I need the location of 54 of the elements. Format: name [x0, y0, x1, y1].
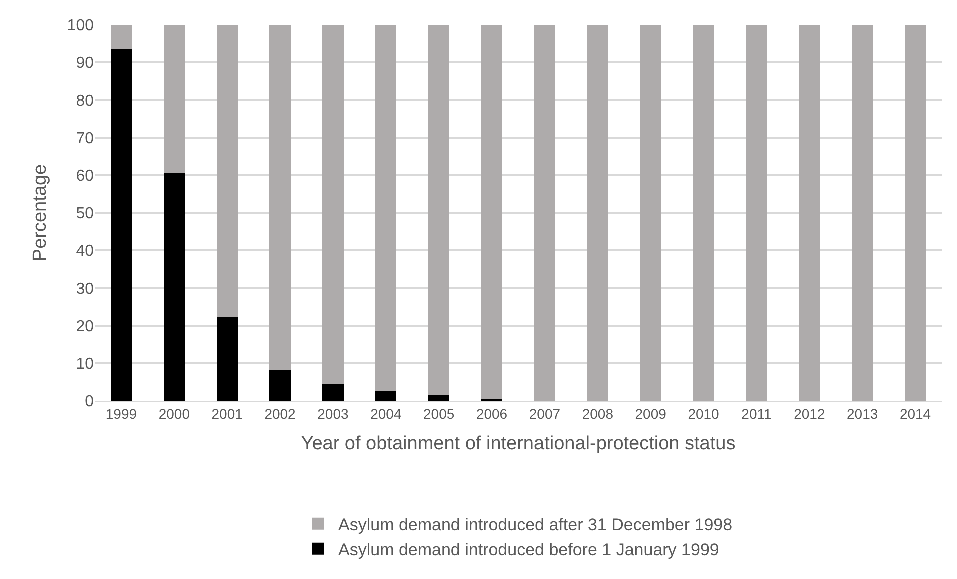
x-tick-label: 2001 — [212, 406, 244, 422]
x-tick-label: 2010 — [688, 406, 720, 422]
bar — [216, 318, 238, 401]
bar — [216, 25, 238, 318]
y-tick-label: 60 — [76, 168, 94, 185]
x-tick-label: 2006 — [476, 406, 508, 422]
y-tick-label: 40 — [76, 243, 94, 260]
bar — [376, 25, 397, 392]
bar — [270, 25, 291, 371]
bar — [746, 25, 768, 401]
bar — [164, 25, 185, 174]
x-tick-label: 2012 — [794, 406, 826, 422]
y-tick-label: 70 — [76, 130, 94, 148]
x-tick-label: 2007 — [529, 406, 561, 422]
y-tick-label: 0 — [85, 394, 94, 411]
x-tick-label: 1999 — [106, 406, 138, 422]
bar — [322, 384, 344, 401]
y-tick-label: 90 — [76, 55, 94, 72]
legend-label: Asylum demand introduced before 1 January 1999 — [338, 540, 720, 560]
y-tick-label: 20 — [76, 318, 94, 336]
bar — [693, 25, 714, 401]
bar — [904, 25, 926, 401]
x-tick-label: 2003 — [318, 406, 349, 422]
x-tick-label: 2009 — [635, 406, 667, 422]
bar — [587, 25, 608, 401]
x-tick-label: 2004 — [370, 406, 402, 422]
y-tick-label: 100 — [67, 18, 94, 35]
bar — [534, 25, 556, 401]
x-tick-label: 2011 — [742, 406, 772, 422]
x-tick-label: 2005 — [424, 406, 455, 422]
x-tick-label: 2013 — [847, 406, 878, 422]
y-tick-label: 80 — [76, 92, 94, 110]
bar — [852, 25, 874, 401]
bar — [110, 25, 132, 50]
bar — [270, 370, 291, 401]
y-tick-label: 10 — [76, 356, 94, 373]
bar — [481, 25, 503, 400]
y-tick-label: 50 — [76, 206, 94, 223]
bar — [799, 25, 820, 401]
x-axis-title: Year of obtainment of international-protection status — [301, 434, 736, 455]
bar — [110, 49, 132, 401]
bar — [164, 173, 185, 401]
x-tick-label: 2014 — [900, 406, 932, 422]
x-tick-label: 2002 — [264, 406, 296, 422]
bar — [428, 25, 450, 396]
x-tick-label: 2000 — [158, 406, 190, 422]
bar — [640, 25, 662, 401]
legend-label: Asylum demand introduced after 31 December 1998 — [338, 515, 733, 534]
y-tick-label: 30 — [76, 280, 94, 298]
bar — [376, 391, 397, 401]
bar — [428, 396, 450, 401]
x-tick-label: 2008 — [582, 406, 614, 422]
bar — [322, 25, 344, 384]
y-axis-title: Percentage — [30, 164, 52, 262]
